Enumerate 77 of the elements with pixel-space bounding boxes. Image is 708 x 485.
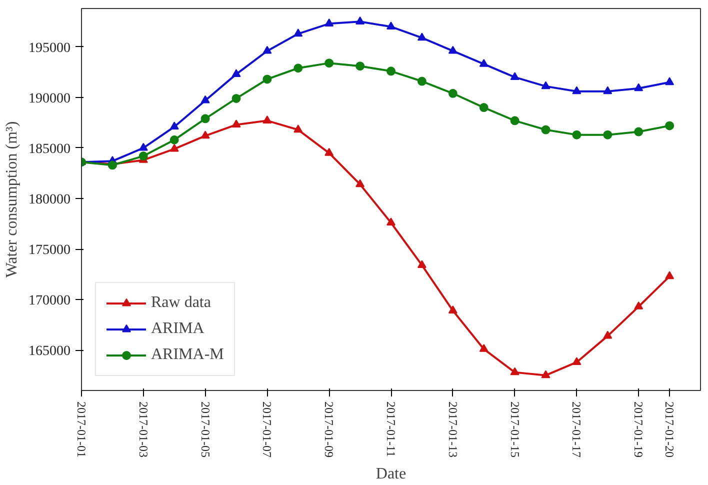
x-tick-label: 2017-01-11	[384, 402, 398, 458]
point	[200, 95, 210, 104]
point	[510, 72, 520, 80]
point	[262, 46, 272, 54]
point	[200, 114, 210, 124]
point	[665, 77, 674, 86]
point	[138, 152, 148, 161]
point	[448, 306, 458, 314]
point	[386, 66, 396, 76]
point	[603, 86, 612, 94]
legend-label: Raw data	[151, 294, 211, 312]
x-tick-label: 2017-01-07	[260, 402, 274, 458]
point	[665, 271, 674, 280]
x-tick-label: 2017-01-17	[570, 402, 584, 458]
point	[479, 103, 488, 112]
point	[572, 86, 582, 94]
x-tick-label: 2017-01-15	[508, 402, 522, 458]
point	[634, 302, 644, 310]
point	[294, 28, 303, 37]
point	[108, 160, 117, 170]
point	[634, 83, 644, 92]
point	[232, 69, 241, 77]
point	[448, 46, 458, 54]
point	[479, 58, 488, 67]
point	[386, 218, 396, 226]
point	[541, 125, 550, 134]
x-axis-title: Date	[376, 465, 406, 482]
point	[262, 74, 272, 84]
y-tick-label: 180000	[28, 192, 70, 208]
point	[170, 122, 179, 130]
point	[603, 130, 612, 140]
x-tick-label: 2017-01-09	[322, 402, 336, 458]
point	[634, 127, 644, 136]
point	[232, 120, 241, 128]
x-tick-label: 2017-01-19	[632, 402, 646, 458]
point	[417, 76, 426, 86]
point	[510, 116, 520, 126]
x-tick-label: 2017-01-20	[662, 402, 677, 458]
y-tick-label: 195000	[28, 40, 70, 56]
point	[356, 179, 365, 188]
y-tick-label: 190000	[28, 91, 70, 106]
y-axis-title: Water consumption (m³)	[4, 121, 20, 278]
point	[572, 130, 582, 140]
point	[294, 124, 303, 133]
point	[603, 330, 612, 339]
y-tick-label: 170000	[28, 294, 70, 309]
point	[541, 81, 550, 90]
legend-label: ARIMA-M	[151, 346, 224, 364]
y-tick-label: 185000	[28, 142, 70, 157]
x-tick-label: 2017-01-13	[446, 402, 460, 458]
point	[356, 62, 365, 71]
point	[200, 130, 210, 139]
point	[170, 135, 179, 144]
x-tick-label: 2017-01-01	[74, 402, 88, 458]
point	[479, 344, 488, 352]
legend-label: ARIMA	[151, 320, 204, 338]
point	[665, 121, 674, 130]
point	[324, 18, 334, 26]
x-tick-label: 2017-01-03	[136, 402, 150, 458]
point	[232, 94, 241, 103]
point	[448, 88, 458, 98]
point	[510, 367, 520, 376]
point	[541, 370, 550, 378]
y-tick-label: 165000	[28, 344, 70, 360]
point	[572, 357, 582, 366]
point	[262, 116, 272, 124]
point	[324, 148, 334, 156]
point	[324, 58, 334, 68]
point	[386, 22, 396, 30]
y-tick-label: 175000	[28, 243, 70, 258]
point	[356, 16, 365, 24]
point	[417, 260, 426, 268]
point	[138, 142, 148, 151]
point	[170, 144, 179, 152]
point	[294, 64, 303, 73]
point	[417, 32, 426, 41]
x-tick-label: 2017-01-05	[198, 402, 212, 458]
